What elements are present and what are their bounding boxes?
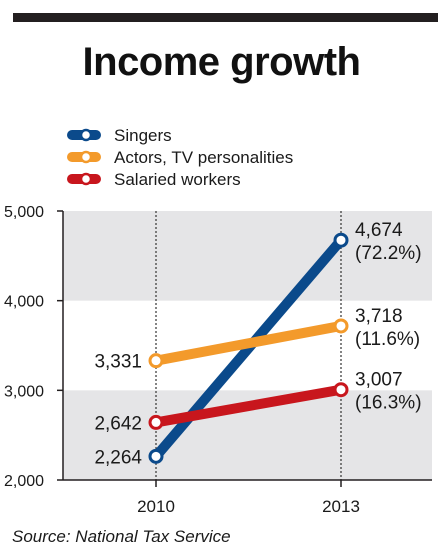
line-chart: 5,000 4,000 3,000 2,000 2010 2013 2,264 4,674… [4, 126, 432, 516]
legend-label-actors-tv-personalities: Actors, TV personalities [114, 148, 293, 167]
axes [62, 211, 432, 481]
y-tick-label: 2,000 [4, 473, 44, 490]
top-rule [13, 13, 438, 22]
y-tick-label: 3,000 [4, 383, 44, 400]
source-note: Source: National Tax Service [12, 527, 231, 546]
point-singers-2013 [333, 232, 349, 248]
legend: Singers Actors, TV personalities Salaried … [67, 126, 293, 189]
point-actors-tv-personalities-2013 [333, 318, 349, 334]
legend-marker-actors-tv-personalities [79, 150, 93, 164]
y-axis-ticks: 5,000 4,000 3,000 2,000 [4, 204, 63, 490]
data-label-actors-tv-personalities-2010: 3,331 [94, 352, 142, 373]
data-label-salaried-workers-2013: (16.3%) [355, 393, 422, 414]
line-actors-tv-personalities [151, 320, 346, 366]
data-label-singers-2010: 2,264 [94, 447, 142, 468]
legend-label-salaried-workers: Salaried workers [114, 170, 241, 189]
band-4000 [63, 211, 432, 301]
point-salaried-workers-2013 [333, 382, 349, 398]
legend-marker-singers [79, 128, 93, 142]
series-points [148, 232, 349, 464]
data-label-actors-tv-personalities-2013: (11.6%) [355, 329, 420, 350]
point-singers-2010 [148, 448, 164, 464]
year-guides [155, 211, 342, 480]
point-actors-tv-personalities-2010 [148, 353, 164, 369]
chart-title: Income growth [82, 40, 361, 84]
data-label-singers-2013: (72.2%) [355, 243, 422, 264]
legend-marker-salaried-workers [79, 172, 93, 186]
data-label-salaried-workers-2010: 2,642 [94, 413, 142, 434]
data-label-salaried-workers-2013: 3,007 [355, 370, 403, 391]
y-tick-label: 4,000 [4, 294, 44, 311]
data-label-singers-2013: 4,674 [355, 220, 403, 241]
series-lines [151, 235, 346, 462]
x-tick-label: 2010 [137, 497, 175, 516]
line-salaried-workers [151, 384, 346, 428]
legend-label-singers: Singers [114, 126, 172, 145]
y-tick-label: 5,000 [4, 204, 44, 221]
x-axis-ticks: 2010 2013 [137, 480, 360, 516]
point-salaried-workers-2010 [148, 414, 164, 430]
data-label-actors-tv-personalities-2013: 3,718 [355, 306, 403, 327]
x-tick-label: 2013 [322, 497, 360, 516]
data-labels: 2,264 4,674(72.2%) 3,331 3,718(11.6%) 2,642 3… [94, 220, 421, 468]
